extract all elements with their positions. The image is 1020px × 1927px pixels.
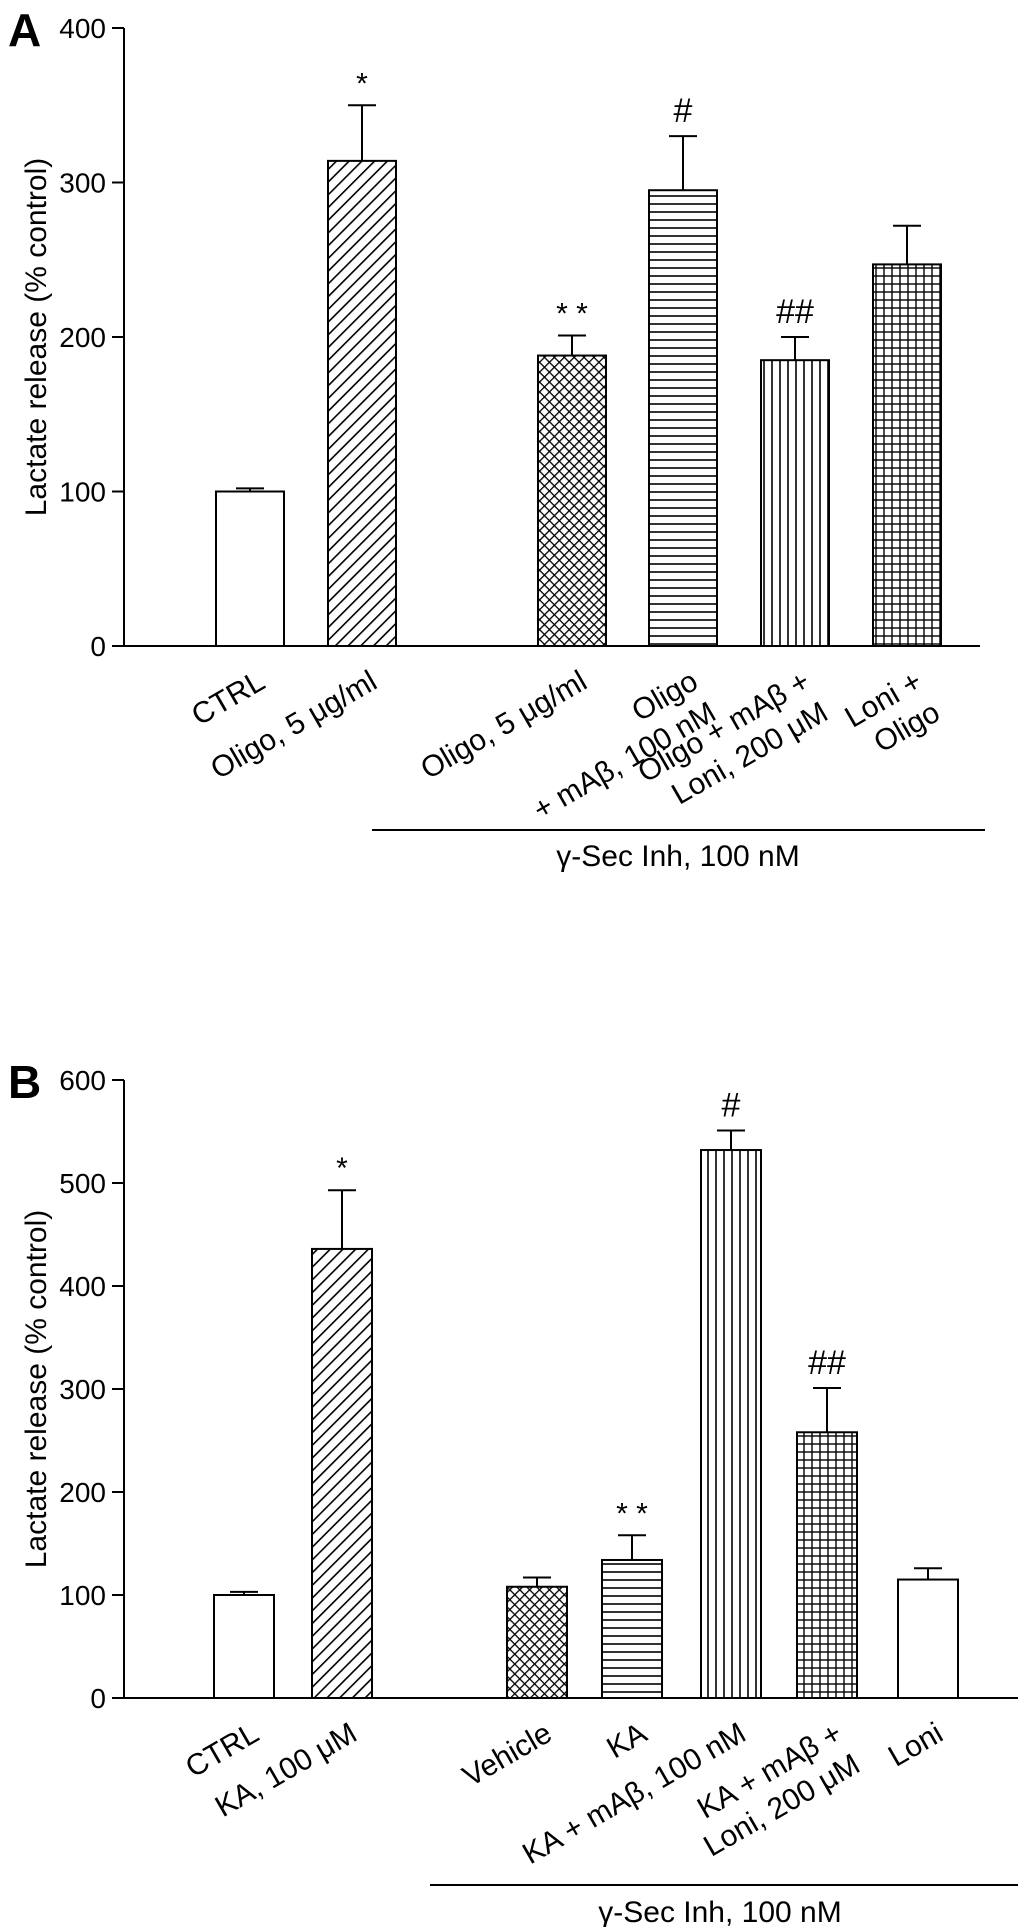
category-label-line: Loni (883, 1717, 949, 1774)
category-label: Loni +Oligo (839, 665, 945, 760)
panel-label: B (8, 1056, 41, 1108)
y-tick-label: 500 (59, 1168, 106, 1199)
y-axis-label: Lactate release (% control) (20, 1210, 53, 1569)
bar (648, 189, 718, 647)
y-tick-label: 0 (90, 631, 106, 662)
bar (872, 263, 942, 647)
category-label: Oligo, 5 μg/ml (415, 665, 592, 786)
category-label-line: Vehicle (457, 1717, 557, 1794)
bar (311, 1247, 373, 1700)
y-tick-label: 300 (59, 168, 106, 199)
significance-marker: * (336, 1152, 348, 1185)
bar (760, 359, 830, 647)
bar (215, 490, 285, 647)
bar (537, 354, 607, 647)
y-tick-label: 400 (59, 13, 106, 44)
category-label-line: Oligo, 5 μg/ml (415, 665, 592, 786)
y-tick-label: 200 (59, 322, 106, 353)
significance-marker: ## (808, 1344, 846, 1382)
bar (796, 1431, 858, 1699)
significance-marker: * (356, 67, 368, 100)
y-axis-label: Lactate release (% control) (20, 158, 53, 517)
group-label: γ-Sec Inh, 100 nM (598, 1896, 841, 1927)
category-label-line: CTRL (186, 665, 270, 733)
y-tick-label: 100 (59, 477, 106, 508)
y-tick-label: 600 (59, 1065, 106, 1096)
category-label: Loni (883, 1717, 949, 1774)
group-label: γ-Sec Inh, 100 nM (556, 840, 799, 873)
category-label: KA (601, 1717, 652, 1766)
significance-marker: ## (776, 293, 814, 331)
category-label: CTRL (186, 665, 270, 733)
significance-marker: # (722, 1086, 741, 1124)
bar (897, 1578, 959, 1700)
bar (327, 159, 397, 647)
bar (506, 1585, 568, 1700)
significance-marker: * * (616, 1497, 648, 1530)
significance-marker: # (674, 92, 693, 130)
y-tick-label: 400 (59, 1271, 106, 1302)
y-tick-label: 200 (59, 1477, 106, 1508)
significance-marker: * * (556, 297, 588, 330)
bar (601, 1558, 663, 1699)
y-tick-label: 300 (59, 1374, 106, 1405)
panel-label: A (8, 4, 41, 56)
category-label-line: KA (601, 1717, 652, 1766)
panel-a: A 0 100 200 300 400 Lactate release (% control… (8, 4, 985, 873)
y-tick-label: 100 (59, 1580, 106, 1611)
bar (700, 1149, 762, 1700)
category-label: Vehicle (457, 1717, 557, 1794)
bar (213, 1594, 275, 1699)
y-tick-label: 0 (90, 1683, 106, 1714)
panel-b: B 0 100 200 300 400 500 600 Lactate release (% c… (8, 1056, 1018, 1927)
